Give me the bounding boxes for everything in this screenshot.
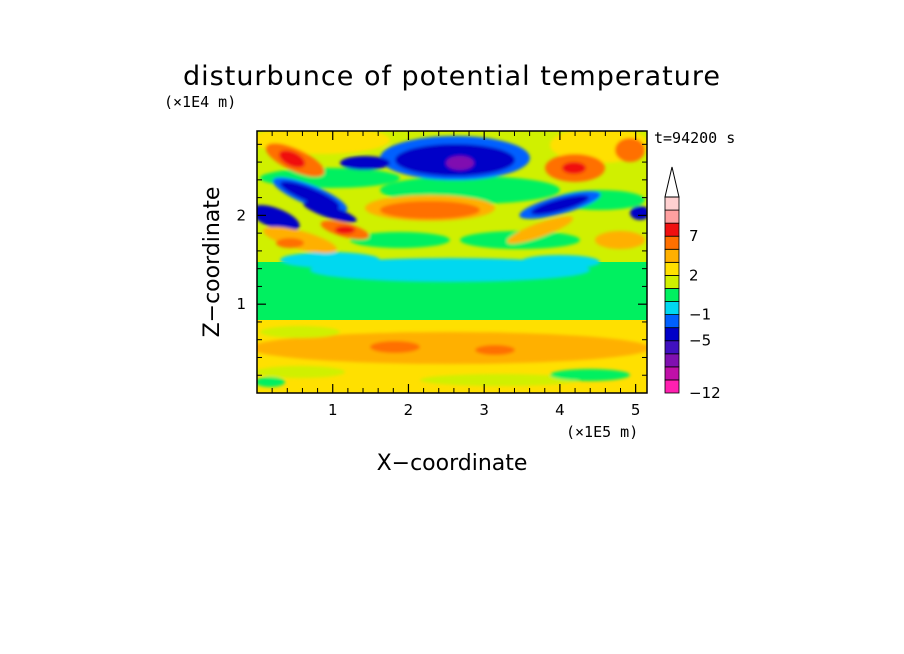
colorbar-label: 7 [689, 227, 699, 245]
y-unit-label: (×1E4 m) [164, 93, 236, 111]
colorbar-segment [664, 209, 680, 224]
x-tick-label: 5 [631, 401, 641, 419]
colorbar-label: −5 [689, 332, 711, 350]
colorbar-segment [664, 327, 680, 342]
y-tick-label: 1 [236, 295, 246, 313]
colorbar: −12−5−127 [664, 166, 721, 402]
colorbar-segment [664, 353, 680, 368]
colorbar-segment [664, 340, 680, 355]
y-tick-label: 2 [236, 206, 246, 224]
x-tick-label: 3 [479, 401, 489, 419]
colorbar-segment [664, 288, 680, 302]
colorbar-label: −12 [689, 384, 721, 402]
colorbar-label: −1 [689, 306, 711, 324]
colorbar-extend-arrow [664, 166, 680, 198]
colorbar-segment [664, 196, 680, 211]
colorbar-label: 2 [689, 266, 699, 284]
x-tick-label: 1 [328, 401, 338, 419]
x-unit-label: (×1E5 m) [566, 423, 638, 441]
x-axis-label: X−coordinate [377, 451, 528, 476]
x-tick-label: 2 [404, 401, 414, 419]
colorbar-segment [664, 222, 680, 237]
colorbar-segment [664, 379, 680, 394]
colorbar-segment [664, 248, 680, 263]
chart-title: disturbunce of potential temperature [183, 61, 721, 92]
x-tick-label: 4 [555, 401, 565, 419]
colorbar-segment [664, 274, 680, 289]
colorbar-segment [664, 261, 680, 276]
axis-ticks: 1 2 3 4 5 1 2 [236, 131, 647, 419]
colorbar-segment [664, 301, 680, 315]
contour-field [257, 131, 647, 393]
y-axis-label: Z−coordinate [200, 187, 225, 338]
plot-frame [256, 130, 648, 394]
time-label: t=94200 s [654, 129, 735, 147]
colorbar-segment [664, 314, 680, 329]
colorbar-segment [664, 235, 680, 250]
colorbar-segment [664, 366, 680, 381]
